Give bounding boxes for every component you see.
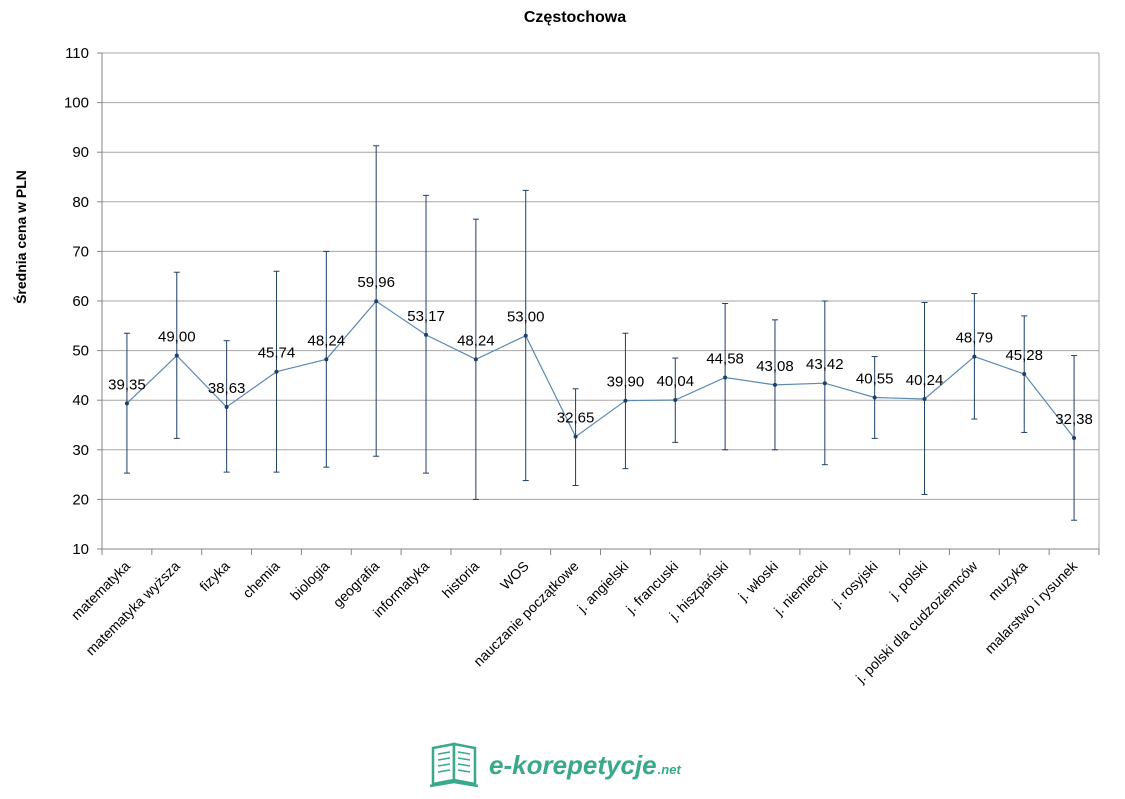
series-line xyxy=(126,300,1075,439)
x-tick-label-13: j. włoski xyxy=(734,558,781,605)
error-bars xyxy=(123,145,1078,521)
data-points xyxy=(124,299,1077,440)
data-point-8 xyxy=(523,333,528,338)
data-point-4 xyxy=(324,357,329,362)
data-point-0 xyxy=(124,401,129,406)
data-label-14: 43,42 xyxy=(806,356,844,373)
data-label-6: 53,17 xyxy=(407,308,445,325)
data-label-2: 38,63 xyxy=(208,380,246,397)
y-tick-label-7: 80 xyxy=(72,194,89,211)
y-tick-label-6: 70 xyxy=(72,243,89,260)
x-tick-label-5: geografia xyxy=(330,558,383,611)
data-label-1: 49,00 xyxy=(158,329,196,346)
data-label-15: 40,55 xyxy=(856,370,894,387)
x-tick-label-15: j. rosyjski xyxy=(828,558,881,611)
data-point-15 xyxy=(872,395,877,400)
data-point-1 xyxy=(174,353,179,358)
y-tick-label-2: 30 xyxy=(72,442,89,459)
data-point-18 xyxy=(1022,372,1027,377)
data-label-10: 39,90 xyxy=(607,374,645,391)
data-label-11: 40,04 xyxy=(657,373,695,390)
x-tick-label-7: historia xyxy=(439,558,482,601)
data-point-5 xyxy=(374,299,379,304)
y-tick-label-8: 90 xyxy=(72,144,89,161)
e-korepetycje-logo: e-korepetycje.net xyxy=(429,742,681,788)
data-point-13 xyxy=(772,382,777,387)
y-axis-label: Średnia cena w PLN xyxy=(12,170,29,304)
data-label-16: 40,24 xyxy=(906,372,944,389)
data-point-17 xyxy=(972,354,977,359)
data-label-5: 59,96 xyxy=(357,274,395,291)
chart-title: Częstochowa xyxy=(524,9,626,26)
y-tick-label-9: 100 xyxy=(64,95,89,112)
data-point-10 xyxy=(623,398,628,403)
y-tick-label-1: 20 xyxy=(72,491,89,508)
y-tick-label-3: 40 xyxy=(72,392,89,409)
data-point-3 xyxy=(274,369,279,374)
data-point-6 xyxy=(424,332,429,337)
data-point-14 xyxy=(822,381,827,386)
data-point-19 xyxy=(1072,435,1077,440)
y-tick-label-0: 10 xyxy=(72,541,89,558)
y-tick-label-4: 50 xyxy=(72,343,89,360)
x-tick-label-3: chemia xyxy=(239,558,282,601)
x-tick-label-8: WOS xyxy=(497,558,532,593)
x-tick-label-19: malarstwo i rysunek xyxy=(981,557,1080,656)
book-icon xyxy=(429,742,479,788)
data-point-2 xyxy=(224,404,229,409)
y-tick-label-10: 110 xyxy=(65,45,89,62)
data-point-9 xyxy=(573,434,578,439)
x-tick-label-16: j. polski xyxy=(886,558,931,603)
data-point-11 xyxy=(673,398,678,403)
data-label-18: 45,28 xyxy=(1005,347,1043,364)
data-label-8: 53,00 xyxy=(507,309,545,326)
x-tick-label-10: j. angielski xyxy=(573,558,631,616)
x-axis xyxy=(101,53,1100,555)
data-label-13: 43,08 xyxy=(756,358,794,375)
data-label-19: 32,38 xyxy=(1055,411,1093,428)
data-point-12 xyxy=(723,375,728,380)
x-tick-label-14: j. niemiecki xyxy=(770,558,831,619)
data-label-9: 32,65 xyxy=(557,410,595,427)
x-tick-label-2: fizyka xyxy=(196,558,233,595)
logo-wordmark: e-korepetycje.net xyxy=(489,750,681,780)
x-tick-label-1: matematyka wyższa xyxy=(82,558,183,659)
y-tick-label-5: 60 xyxy=(72,293,89,310)
series-polyline xyxy=(126,300,1075,439)
data-label-4: 48,24 xyxy=(308,332,346,349)
data-label-17: 48,79 xyxy=(956,330,994,347)
data-label-3: 45,74 xyxy=(258,345,296,362)
gridlines xyxy=(102,52,1100,550)
x-tick-label-4: biologia xyxy=(287,558,333,604)
x-tick-label-18: muzyka xyxy=(985,558,1031,604)
y-axis-ticks: 10 20 30 40 50 60 70 80 90 100 110 xyxy=(64,45,102,558)
data-label-12: 44,58 xyxy=(706,350,744,367)
data-label-7: 48,24 xyxy=(457,332,495,349)
data-labels: 39,35 49,00 38,63 45,74 48,24 59,96 53,17 48,24… xyxy=(108,274,1093,428)
data-label-0: 39,35 xyxy=(108,376,146,393)
data-point-7 xyxy=(473,357,478,362)
data-point-16 xyxy=(922,397,927,402)
